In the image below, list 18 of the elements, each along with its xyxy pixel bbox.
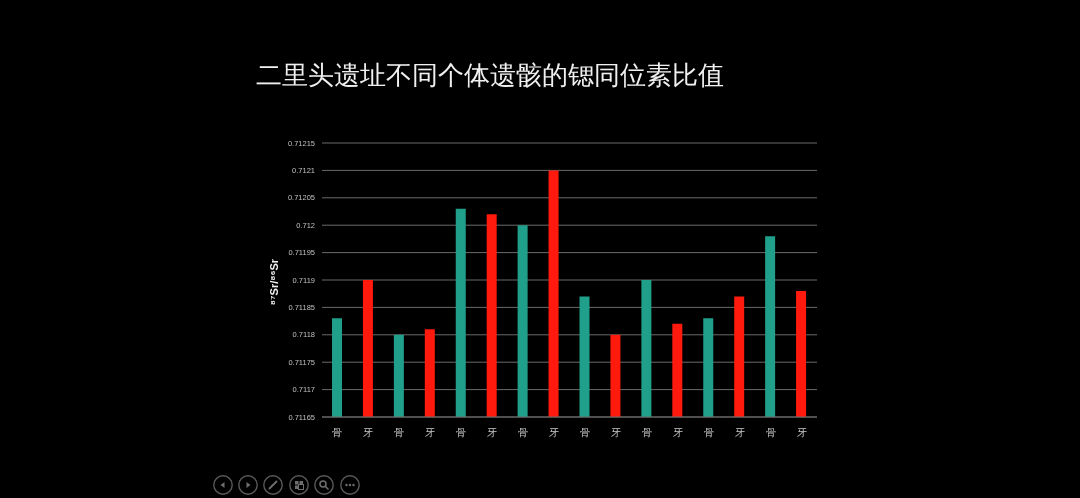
x-tick-label: 牙 xyxy=(796,427,807,439)
x-tick-label: 骨 xyxy=(765,427,776,439)
x-tick-label: 牙 xyxy=(672,427,683,439)
y-axis-title: ⁸⁷Sr/⁸⁶Sr xyxy=(268,258,280,306)
chart-title: 二里头遗址不同个体遗骸的锶同位素比值 xyxy=(256,59,724,92)
x-tick-label: 牙 xyxy=(610,427,621,439)
x-tick-label: 牙 xyxy=(363,427,374,439)
x-tick-label: 骨 xyxy=(456,427,467,439)
x-tick-label: 骨 xyxy=(641,427,652,439)
x-tick-label: 骨 xyxy=(394,427,405,439)
x-tick-label: 骨 xyxy=(579,427,590,439)
x-tick-label: 骨 xyxy=(332,427,343,439)
x-tick-label: 牙 xyxy=(734,427,745,439)
x-tick-label: 骨 xyxy=(703,427,714,439)
x-tick-label: 牙 xyxy=(487,427,498,439)
x-tick-label: 牙 xyxy=(425,427,436,439)
x-tick-label: 牙 xyxy=(549,427,560,439)
x-tick-label: 骨 xyxy=(518,427,529,439)
